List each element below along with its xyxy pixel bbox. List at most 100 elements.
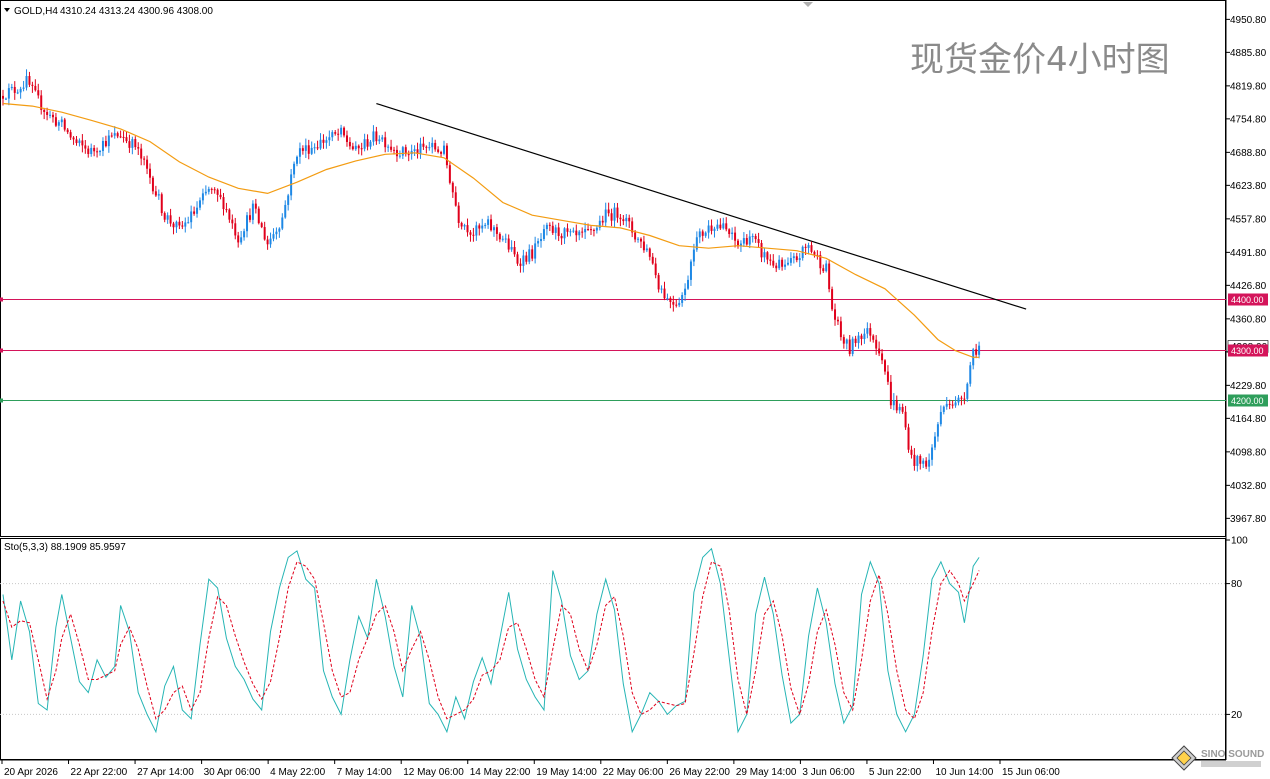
candle-body [919,456,922,464]
candle-body [99,151,102,153]
candle-body [510,247,513,250]
candle-body [616,207,619,218]
candle-body [37,90,40,96]
candle-body [569,231,572,233]
candle-body [116,133,119,137]
candle-body [478,225,481,229]
candle-body [966,383,969,399]
candle-body [487,219,490,225]
candle-body [443,145,445,154]
candle-body [4,98,7,100]
candle-body [751,236,754,238]
candle-body [431,142,434,148]
candle-body [795,256,798,261]
candle-body [857,335,860,344]
candle-body [713,228,716,231]
candle-body [254,203,257,209]
candle-body [895,400,898,411]
trendline-layer [376,102,1027,310]
candle-body [975,349,978,355]
candle-body [778,259,781,269]
candle-body [798,258,801,261]
candle-body [454,192,457,206]
candle-body [425,146,428,148]
candle-body [416,149,419,154]
candle-body [428,147,431,149]
candle-body [298,148,301,157]
time-tick-label: 10 Jun 14:00 [935,767,993,778]
candle-body [40,95,43,110]
candle-body [910,449,913,455]
collapse-triangle-icon[interactable] [4,8,10,12]
candle-body [701,231,704,236]
candle-body [237,235,240,243]
candle-body [151,177,154,192]
candle-body [831,289,834,310]
candle-body [75,139,78,144]
candle-body [284,204,287,218]
candle-body [149,168,151,178]
candle-body [575,230,578,236]
candle-body [763,252,766,258]
candle-body [404,147,407,155]
price-tick-label: 4885.80 [1230,48,1267,59]
candle-body [225,209,228,211]
candle-body [889,381,892,406]
candle-body [951,404,954,406]
candle-body [466,225,469,233]
candle-body [84,145,87,149]
moving-average-layer [2,102,980,358]
candle-body [875,339,878,349]
candle-body [786,262,789,265]
price-tick-label: 3967.80 [1230,514,1267,525]
candle-body [681,295,684,303]
trendline[interactable] [376,102,1027,310]
candle-body [201,193,204,201]
candle-body [204,191,207,194]
time-tick-label: 5 Jun 22:00 [869,767,922,778]
candle-body [413,149,416,151]
candle-body [96,151,99,153]
candle-body [272,234,275,239]
candle-body [222,197,225,210]
candle-body [49,114,52,116]
candle-body [948,403,951,405]
candle-body [28,76,31,85]
candle-body [707,225,710,233]
candle-body [501,238,504,240]
candle-body [401,147,404,156]
candle-body [460,222,463,227]
candle-body [563,228,566,239]
candle-body [484,224,487,226]
candle-body [78,140,81,144]
candle-body [378,139,381,142]
candle-body [172,223,175,228]
candle-body [228,209,231,220]
level-badge-text: 4300.00 [1231,346,1264,356]
candle-body [769,259,772,261]
candle-body [498,233,501,240]
time-tick-label: 20 Apr 2026 [4,767,58,778]
candle-body [122,136,125,138]
candle-body [933,436,936,448]
candle-body [269,238,272,245]
price-tick-label: 4360.80 [1230,314,1267,325]
candle-body [884,360,886,372]
candle-body [210,188,213,190]
candle-body [957,397,960,403]
price-tick-label: 4688.80 [1230,148,1267,159]
candle-body [463,225,466,227]
candle-body [360,148,363,150]
candle-body [734,232,737,241]
price-tick-label: 4229.80 [1230,381,1267,392]
watermark-text: SINO SOUND [1201,749,1264,760]
price-tick-label: 4754.80 [1230,114,1267,125]
candle-body [784,264,787,267]
candle-body [551,225,554,233]
candle-body [357,145,360,149]
candle-body [492,227,495,231]
candle-body [525,255,528,262]
chart-shift-marker-icon[interactable] [803,2,813,7]
candle-body [719,224,722,229]
